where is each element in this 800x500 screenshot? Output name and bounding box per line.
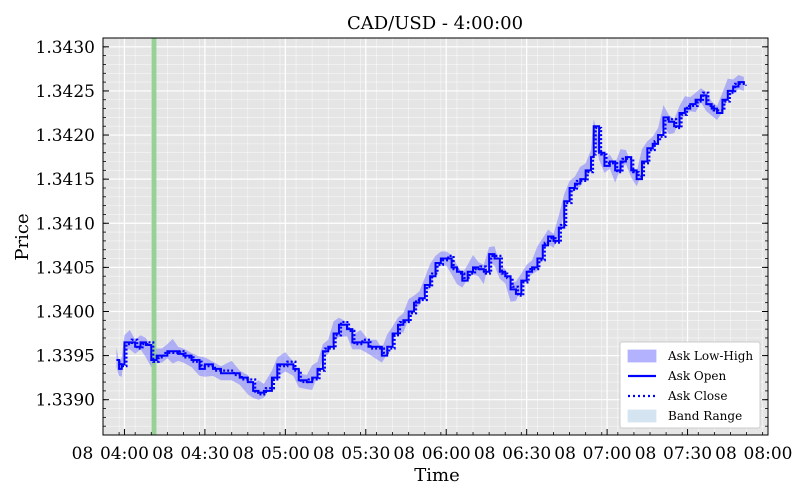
band-layer: [116, 75, 744, 400]
legend-box: [619, 341, 761, 429]
plot-frame: [102, 37, 769, 436]
y-tick-label: 1.3425: [36, 82, 95, 102]
legend-label-band-range: Band Range: [668, 409, 742, 423]
y-tick-label: 1.3390: [36, 391, 95, 411]
x-tick-prefix: 08: [474, 444, 496, 464]
y-tick-label: 1.3415: [36, 170, 95, 190]
x-tick-prefix: 08: [393, 444, 415, 464]
y-axis-label: Price: [12, 213, 33, 260]
x-tick-label: 06:00: [422, 444, 471, 464]
legend-swatch-band-range: [627, 409, 657, 423]
x-tick-prefix: 08: [152, 444, 174, 464]
legend: Ask Low-High Ask Open Ask Close Band Range: [619, 341, 761, 429]
x-tick-label: 04:00: [100, 444, 149, 464]
ask-low-high-band: [116, 75, 744, 400]
x-tick-label: 04:30: [180, 444, 229, 464]
x-tick-label: 05:00: [261, 444, 310, 464]
y-tick-label: 1.3420: [36, 126, 95, 146]
line-layer: [116, 81, 747, 396]
y-tick-label: 1.3430: [36, 38, 95, 58]
legend-label-ask-open: Ask Open: [667, 369, 727, 383]
y-tick-label: 1.3410: [36, 214, 95, 234]
ask-close-line: [118, 82, 747, 396]
x-tick-label: 06:30: [502, 444, 551, 464]
x-tick-label: 07:30: [663, 444, 712, 464]
x-tick-label: 08:00: [744, 444, 793, 464]
y-tick-label: 1.3400: [36, 302, 95, 322]
chart-title: CAD/USD - 4:00:00: [347, 13, 523, 34]
x-tick-prefix: 08: [313, 444, 335, 464]
x-tick-label: 05:30: [341, 444, 390, 464]
legend-label-ask-close: Ask Close: [667, 389, 727, 403]
x-axis-label: Time: [414, 465, 459, 486]
x-tick-prefix: 08: [554, 444, 576, 464]
legend-swatch-ask-low-high: [627, 349, 657, 363]
x-tick-prefix: 08: [72, 444, 94, 464]
ask-open-line: [116, 81, 745, 394]
ticks: 1.3390 1.3395 1.3400 1.3405 1.3410 1.3415 1.34…: [36, 37, 793, 464]
x-tick-prefix: 08: [635, 444, 657, 464]
x-tick-label: 07:00: [583, 444, 632, 464]
legend-label-ask-low-high: Ask Low-High: [667, 349, 753, 363]
x-tick-prefix: 08: [715, 444, 737, 464]
x-tick-prefix: 08: [233, 444, 255, 464]
y-tick-label: 1.3395: [36, 347, 95, 367]
y-tick-label: 1.3405: [36, 258, 95, 278]
